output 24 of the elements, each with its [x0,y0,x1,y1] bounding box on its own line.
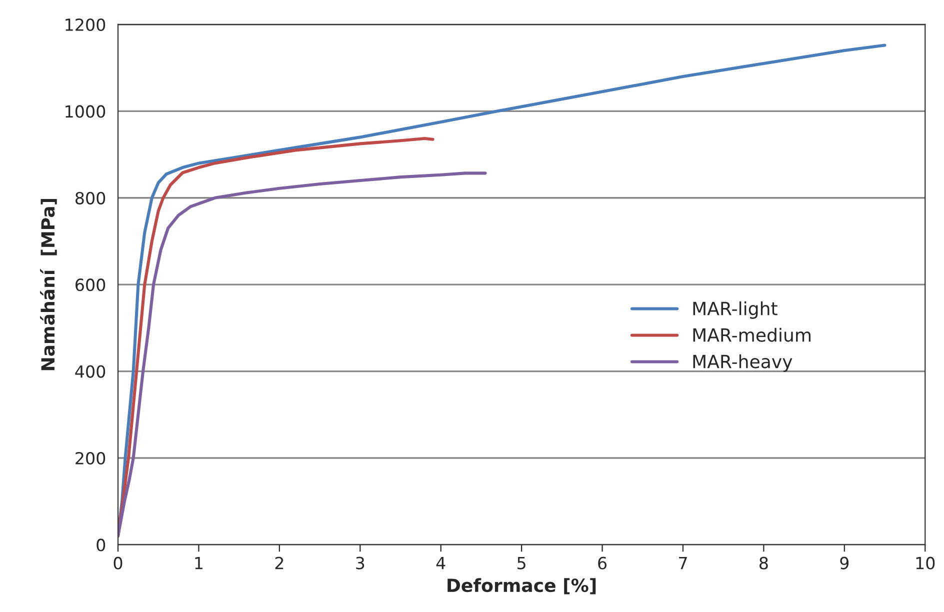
legend-label: MAR-light [693,301,778,319]
y-tick-label: 600 [76,278,106,292]
x-tick-label: 5 [518,557,526,570]
x-tick-label: 9 [840,556,849,570]
y-tick-label: 0 [96,538,106,552]
x-tick-label: 0 [114,556,122,570]
y-tick-label: 1000 [66,105,106,118]
x-tick-label: 3 [356,556,364,570]
legend-label: MAR-heavy [693,354,792,372]
x-tick-label: 4 [436,557,446,570]
legend-label: MAR-medium [693,328,810,342]
x-tick-label: 7 [679,557,687,570]
x-tick-label: 10 [916,556,935,570]
y-tick-label: 400 [75,365,106,378]
y-tick-label: 1200 [66,18,106,32]
line-series [118,172,487,538]
y-axis-title: Namáhání [MPa] [40,198,57,370]
y-tick-label: 800 [76,192,106,204]
x-tick-label: 1 [195,557,202,570]
x-tick-label: 6 [598,556,607,570]
x-tick-label: 2 [275,556,284,570]
y-tick-label: 200 [76,452,106,465]
x-axis-title: Deformace [%] [448,578,596,594]
x-tick-label: 8 [760,556,768,570]
